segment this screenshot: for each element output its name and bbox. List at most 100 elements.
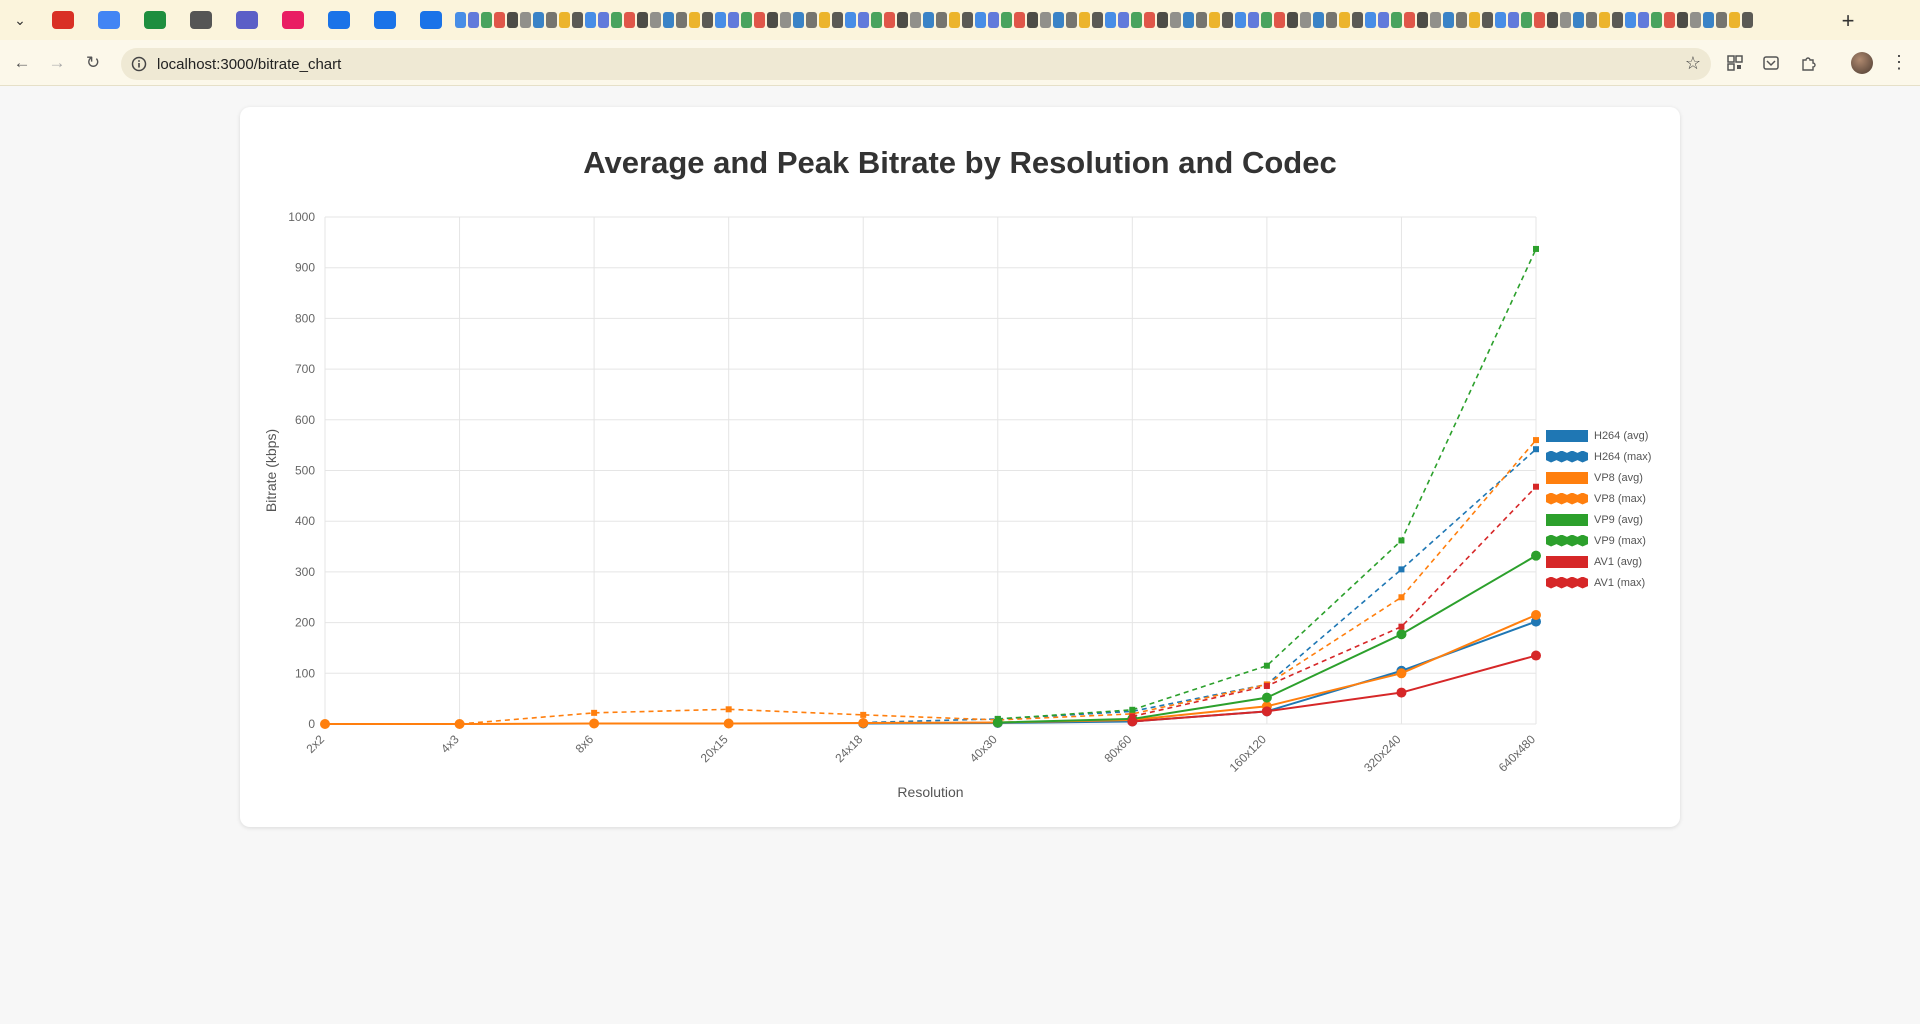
tab-favicon-icon[interactable] — [780, 12, 791, 28]
tab-favicon-icon[interactable] — [1326, 12, 1337, 28]
kebab-menu-icon[interactable]: ⋮ — [1890, 52, 1908, 72]
tab-favicon-icon[interactable] — [975, 12, 986, 28]
tab-favicon-icon[interactable] — [1248, 12, 1259, 28]
legend-item[interactable]: VP9 (max) — [1546, 530, 1651, 551]
tab-favicon-icon[interactable] — [1417, 12, 1428, 28]
tab-favicon-icon[interactable] — [1638, 12, 1649, 28]
tab-favicon-icon[interactable] — [1612, 12, 1623, 28]
tab-favicon-icon[interactable] — [663, 12, 674, 28]
tab-favicon-icon[interactable] — [897, 12, 908, 28]
tab-favicon-icon[interactable] — [1183, 12, 1194, 28]
tab-favicon-icon[interactable] — [1365, 12, 1376, 28]
legend-item[interactable]: H264 (max) — [1546, 446, 1651, 467]
tab-favicon-icon[interactable] — [420, 11, 442, 29]
reload-icon[interactable]: ↻ — [85, 53, 101, 72]
info-icon[interactable] — [129, 54, 149, 74]
tab-favicon-icon[interactable] — [806, 12, 817, 28]
tab-favicon-icon[interactable] — [1014, 12, 1025, 28]
tab-favicon-icon[interactable] — [328, 11, 350, 29]
tab-favicon-icon[interactable] — [1066, 12, 1077, 28]
plus-icon[interactable]: + — [1841, 8, 1855, 33]
tab-favicon-icon[interactable] — [1235, 12, 1246, 28]
tab-favicon-icon[interactable] — [282, 11, 304, 29]
legend-item[interactable]: VP8 (max) — [1546, 488, 1651, 509]
tab-favicon-icon[interactable] — [1079, 12, 1090, 28]
tab-favicon-icon[interactable] — [1443, 12, 1454, 28]
arrow-right-icon[interactable]: → — [48, 53, 66, 72]
tab-favicon-icon[interactable] — [1313, 12, 1324, 28]
legend-item[interactable]: VP9 (avg) — [1546, 509, 1651, 530]
tab-favicon-icon[interactable] — [676, 12, 687, 28]
tab-favicon-icon[interactable] — [1157, 12, 1168, 28]
star-icon[interactable]: ☆ — [1684, 53, 1701, 73]
tab-favicon-icon[interactable] — [1053, 12, 1064, 28]
tab-favicon-icon[interactable] — [98, 11, 120, 29]
tab-favicon-icon[interactable] — [1729, 12, 1740, 28]
tab-favicon-icon[interactable] — [910, 12, 921, 28]
tab-favicon-icon[interactable] — [949, 12, 960, 28]
tab-favicon-icon[interactable] — [1625, 12, 1636, 28]
tab-favicon-icon[interactable] — [520, 12, 531, 28]
tab-favicon-icon[interactable] — [1170, 12, 1181, 28]
tab-favicon-icon[interactable] — [624, 12, 635, 28]
tab-favicon-icon[interactable] — [1261, 12, 1272, 28]
tab-favicon-icon[interactable] — [468, 12, 479, 28]
chevron-down-icon[interactable]: ⌄ — [14, 11, 26, 28]
tab-favicon-icon[interactable] — [1404, 12, 1415, 28]
extension-icon[interactable] — [1760, 52, 1782, 74]
legend-item[interactable]: AV1 (avg) — [1546, 551, 1651, 572]
tab-favicon-icon[interactable] — [1274, 12, 1285, 28]
tab-favicon-icon[interactable] — [598, 12, 609, 28]
tab-favicon-icon[interactable] — [1352, 12, 1363, 28]
tab-favicon-icon[interactable] — [1391, 12, 1402, 28]
tab-favicon-icon[interactable] — [1495, 12, 1506, 28]
tab-favicon-icon[interactable] — [715, 12, 726, 28]
tab-favicon-icon[interactable] — [1430, 12, 1441, 28]
tab-favicon-icon[interactable] — [741, 12, 752, 28]
tab-favicon-icon[interactable] — [190, 11, 212, 29]
tab-favicon-icon[interactable] — [559, 12, 570, 28]
tab-favicon-icon[interactable] — [455, 12, 466, 28]
tab-favicon-icon[interactable] — [1378, 12, 1389, 28]
tab-favicon-icon[interactable] — [1508, 12, 1519, 28]
tab-favicon-icon[interactable] — [845, 12, 856, 28]
tab-favicon-icon[interactable] — [1482, 12, 1493, 28]
tab-favicon-icon[interactable] — [858, 12, 869, 28]
tab-favicon-icon[interactable] — [533, 12, 544, 28]
tab-favicon-icon[interactable] — [1027, 12, 1038, 28]
tab-favicon-icon[interactable] — [702, 12, 713, 28]
tab-favicon-icon[interactable] — [52, 11, 74, 29]
legend-item[interactable]: AV1 (max) — [1546, 572, 1651, 593]
tab-favicon-icon[interactable] — [236, 11, 258, 29]
tab-favicon-icon[interactable] — [650, 12, 661, 28]
tab-favicon-icon[interactable] — [611, 12, 622, 28]
legend-item[interactable]: H264 (avg) — [1546, 425, 1651, 446]
tab-favicon-icon[interactable] — [374, 11, 396, 29]
tab-favicon-icon[interactable] — [923, 12, 934, 28]
puzzle-icon[interactable] — [1797, 52, 1819, 74]
tab-favicon-icon[interactable] — [1586, 12, 1597, 28]
tab-favicon-icon[interactable] — [637, 12, 648, 28]
tab-favicon-icon[interactable] — [1521, 12, 1532, 28]
address-bar[interactable]: localhost:3000/bitrate_chart ☆ — [121, 48, 1711, 80]
tab-favicon-icon[interactable] — [1118, 12, 1129, 28]
tab-favicon-icon[interactable] — [1339, 12, 1350, 28]
tab-favicon-icon[interactable] — [1573, 12, 1584, 28]
tab-favicon-icon[interactable] — [585, 12, 596, 28]
avatar[interactable] — [1851, 52, 1873, 74]
tab-favicon-icon[interactable] — [1105, 12, 1116, 28]
tab-favicon-icon[interactable] — [1664, 12, 1675, 28]
tab-favicon-icon[interactable] — [884, 12, 895, 28]
tab-favicon-icon[interactable] — [1469, 12, 1480, 28]
url-text[interactable]: localhost:3000/bitrate_chart — [157, 56, 342, 73]
tab-favicon-icon[interactable] — [1560, 12, 1571, 28]
tab-favicon-icon[interactable] — [507, 12, 518, 28]
tab-favicon-icon[interactable] — [728, 12, 739, 28]
tab-favicon-icon[interactable] — [936, 12, 947, 28]
tab-favicon-icon[interactable] — [871, 12, 882, 28]
tab-favicon-icon[interactable] — [793, 12, 804, 28]
tab-favicon-icon[interactable] — [1677, 12, 1688, 28]
tab-favicon-icon[interactable] — [1222, 12, 1233, 28]
tab-favicon-icon[interactable] — [546, 12, 557, 28]
tab-favicon-icon[interactable] — [819, 12, 830, 28]
